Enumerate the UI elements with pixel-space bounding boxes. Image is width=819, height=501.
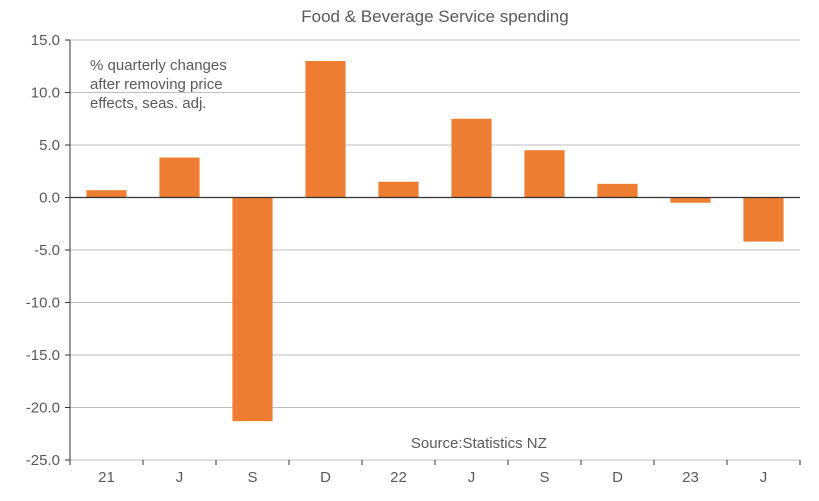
chart-container: -25.0 -20.0 -15.0 -10.0 -5.0 0.0 5.0 10.0 15.0 21…: [0, 0, 819, 501]
y-tick-label: 5.0: [39, 137, 60, 154]
bar: [670, 198, 710, 203]
bar-chart: -25.0 -20.0 -15.0 -10.0 -5.0 0.0 5.0 10.0 15.0 21…: [0, 0, 819, 501]
x-tick-label: 21: [98, 469, 115, 486]
x-tick-label: J: [176, 469, 184, 486]
bar: [86, 190, 126, 197]
x-tick-label: J: [468, 469, 476, 486]
y-tick-label: -15.0: [26, 347, 60, 364]
bar: [378, 182, 418, 198]
source-label: Source:Statistics NZ: [411, 435, 547, 452]
x-tick-label: S: [247, 469, 257, 486]
y-tick-label: -5.0: [34, 242, 60, 259]
chart-annotation: % quarterly changes: [90, 57, 227, 74]
bar: [232, 198, 272, 422]
bar: [305, 61, 345, 198]
y-tick-label: 0.0: [39, 190, 60, 207]
x-tick-label: D: [612, 469, 623, 486]
x-tick-label: 22: [390, 469, 407, 486]
x-tick-label: J: [760, 469, 768, 486]
y-tick-label: 15.0: [31, 32, 60, 49]
x-tick-label: D: [320, 469, 331, 486]
x-tick-label: 23: [682, 469, 699, 486]
bar: [451, 119, 491, 198]
x-tick-label: S: [539, 469, 549, 486]
bar: [159, 158, 199, 198]
bar: [524, 150, 564, 197]
y-tick-label: -25.0: [26, 452, 60, 469]
chart-title: Food & Beverage Service spending: [301, 7, 568, 26]
bar: [597, 184, 637, 198]
y-tick-label: -10.0: [26, 295, 60, 312]
y-tick-label: 10.0: [31, 85, 60, 102]
y-tick-label: -20.0: [26, 400, 60, 417]
chart-annotation: after removing price: [90, 76, 223, 93]
bar: [743, 198, 783, 242]
chart-annotation: effects, seas. adj.: [90, 95, 206, 112]
